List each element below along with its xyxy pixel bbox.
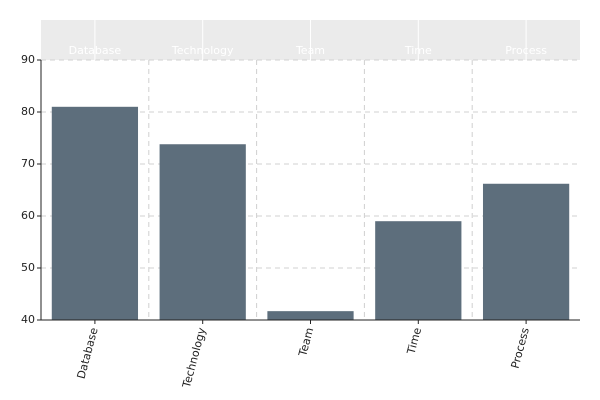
bar — [482, 183, 570, 320]
header-label: Technology — [171, 44, 234, 57]
bar — [159, 144, 246, 320]
y-tick-label: 70 — [21, 157, 35, 170]
x-tick-label: Database — [75, 326, 101, 380]
bar — [267, 311, 354, 320]
y-tick-label: 90 — [21, 53, 35, 66]
bar — [51, 106, 139, 320]
header-label: Process — [505, 44, 547, 57]
x-tick-label: Process — [509, 326, 532, 370]
header-label: Database — [69, 44, 122, 57]
header-label: Team — [295, 44, 325, 57]
x-tick-label: Time — [404, 326, 424, 357]
y-tick-label: 60 — [21, 209, 35, 222]
x-tick-label: Technology — [180, 326, 209, 390]
y-tick-label: 80 — [21, 105, 35, 118]
header-label: Time — [404, 44, 432, 57]
y-tick-label: 40 — [21, 313, 35, 326]
y-tick-label: 50 — [21, 261, 35, 274]
x-tick-label: Team — [296, 326, 316, 358]
bar — [375, 221, 462, 320]
